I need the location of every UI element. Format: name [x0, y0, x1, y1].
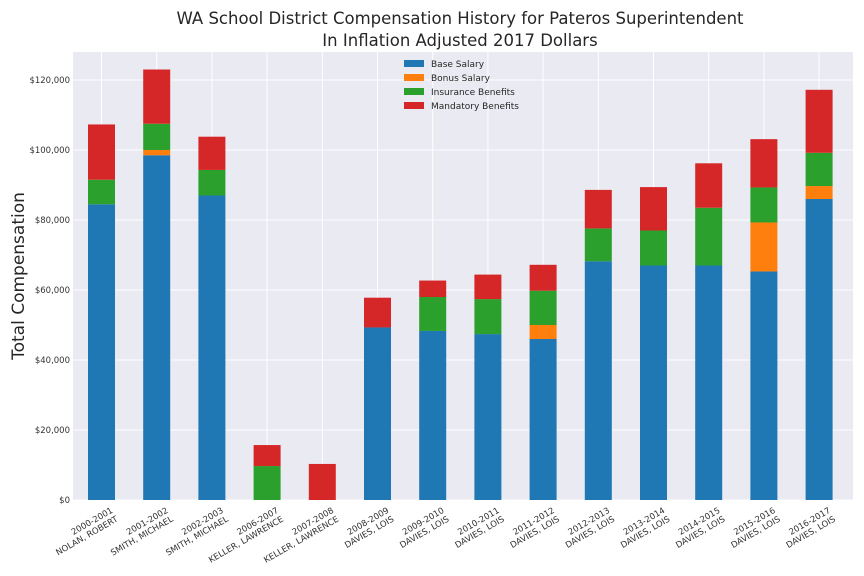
bar-segment	[750, 187, 778, 223]
bar-segment	[584, 189, 612, 229]
bar-segment	[143, 150, 171, 156]
bar-segment	[805, 152, 833, 187]
bar-segment	[143, 155, 171, 500]
legend-label: Insurance Benefits	[431, 88, 515, 98]
bar-segment	[584, 228, 612, 262]
chart-title: WA School District Compensation History …	[177, 9, 745, 28]
legend-swatch	[404, 60, 424, 67]
y-tick-label: $100,000	[29, 146, 70, 156]
bar-segment	[198, 195, 226, 500]
x-tick-label: 2016-2017DAVIES, LOIS	[780, 506, 838, 551]
legend-swatch	[404, 102, 424, 109]
bar-segment	[474, 299, 502, 335]
bar-segment	[143, 123, 171, 150]
bar-segment	[695, 163, 723, 208]
legend-label: Mandatory Benefits	[431, 102, 519, 112]
bar-segment	[695, 265, 723, 500]
bar-segment	[198, 136, 226, 170]
bar-segment	[88, 179, 115, 205]
bar-segment	[529, 325, 557, 339]
y-tick-label: $120,000	[29, 76, 70, 86]
x-tick-label: 2008-2009DAVIES, LOIS	[338, 506, 396, 551]
x-tick-labels: 2000-2001NOLAN, ROBERT 2001-2002SMITH, MI…	[55, 506, 838, 566]
y-tick-label: $80,000	[35, 216, 70, 226]
y-tick-label: $0	[59, 496, 70, 506]
x-tick-label: 2014-2015DAVIES, LOIS	[669, 506, 727, 551]
bar-segment	[529, 290, 557, 325]
bar-segment	[474, 334, 502, 500]
y-axis-label: Total Compensation	[9, 192, 29, 361]
bar-segment	[419, 280, 447, 297]
legend-swatch	[404, 74, 424, 81]
bar-segment	[750, 222, 778, 272]
bar-segment	[474, 274, 502, 300]
bar-segment	[88, 124, 115, 180]
bar-segment	[640, 230, 667, 266]
bar-segment	[529, 264, 557, 291]
bar-segment	[88, 204, 115, 500]
bar-segment	[750, 271, 778, 500]
x-tick-label: 2012-2013DAVIES, LOIS	[559, 506, 617, 551]
bar-segment	[529, 339, 557, 500]
chart-subtitle: In Inflation Adjusted 2017 Dollars	[322, 31, 597, 50]
legend-label: Base Salary	[431, 60, 485, 70]
bar-segment	[253, 445, 281, 467]
y-tick-labels: $0 $20,000 $40,000 $60,000 $80,000 $100,000 $1…	[29, 76, 70, 506]
y-tick-label: $60,000	[35, 286, 70, 296]
bars	[88, 69, 833, 500]
y-tick-label: $20,000	[35, 426, 70, 436]
bar-segment	[198, 169, 226, 196]
bar-segment	[364, 327, 391, 500]
bar-segment	[253, 466, 281, 500]
bar-segment	[750, 139, 778, 188]
bar-segment	[308, 463, 336, 500]
bar-segment	[419, 330, 447, 500]
bar-segment	[805, 186, 833, 199]
bar-segment	[143, 69, 171, 124]
legend-label: Bonus Salary	[431, 74, 491, 84]
legend: Base Salary Bonus Salary Insurance Benefit…	[404, 60, 519, 112]
y-tick-label: $40,000	[35, 356, 70, 366]
bar-segment	[805, 199, 833, 500]
x-tick-label: 2011-2012DAVIES, LOIS	[504, 506, 562, 551]
bar-segment	[640, 187, 667, 231]
bar-segment	[584, 261, 612, 500]
x-tick-label: 2015-2016DAVIES, LOIS	[725, 506, 783, 551]
bar-segment	[805, 89, 833, 153]
legend-swatch	[404, 88, 424, 95]
x-tick-label: 2010-2011DAVIES, LOIS	[449, 506, 507, 551]
x-tick-label: 2013-2014DAVIES, LOIS	[614, 506, 672, 551]
bar-segment	[419, 297, 447, 331]
bar-segment	[640, 265, 667, 500]
plot-area	[73, 52, 853, 500]
x-tick-label: 2009-2010DAVIES, LOIS	[393, 506, 451, 551]
bar-segment	[364, 297, 391, 328]
bar-segment	[695, 207, 723, 266]
